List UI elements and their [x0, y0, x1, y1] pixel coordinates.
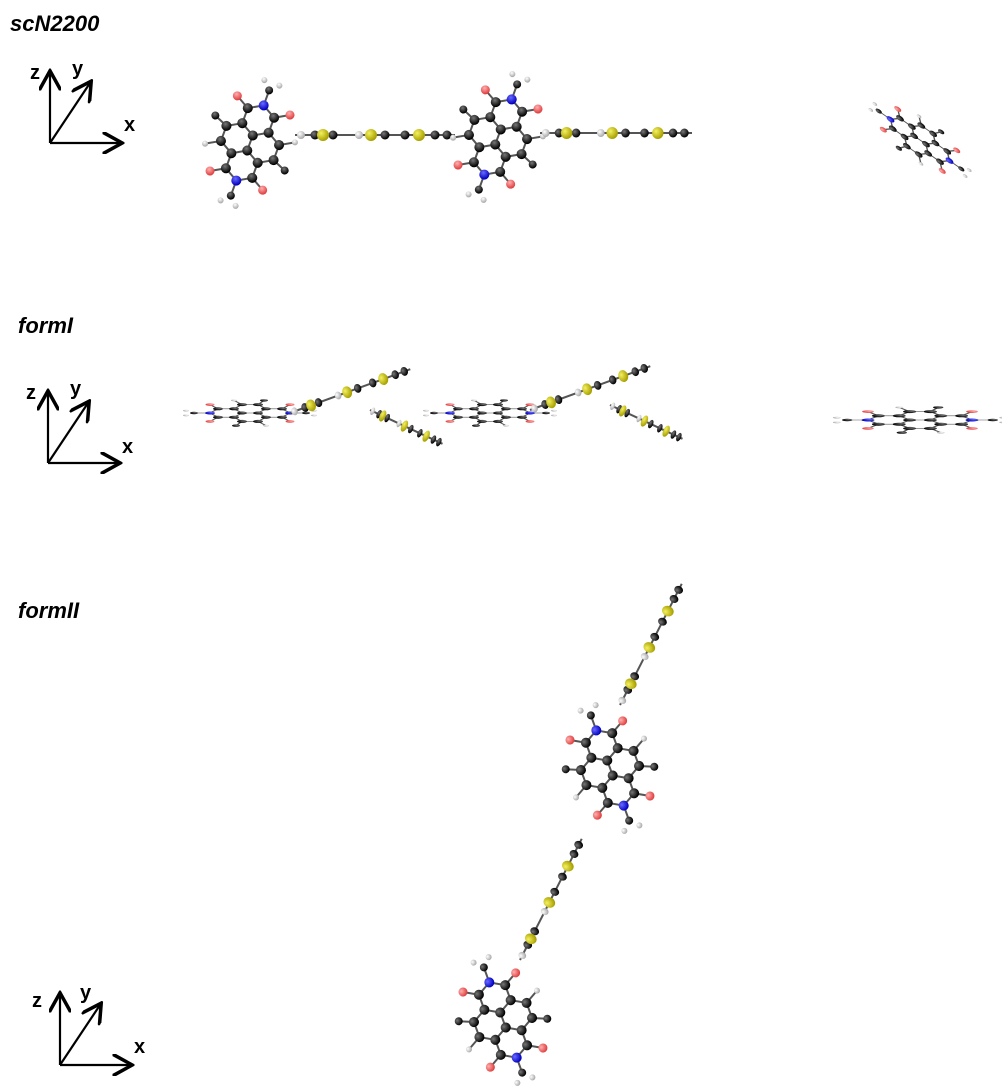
axis-label: x — [122, 436, 133, 458]
axis-label: y — [80, 982, 92, 1004]
axis-label: z — [30, 62, 40, 84]
axis-label: x — [124, 114, 135, 136]
axis-label: x — [134, 1036, 145, 1058]
figure: scN2200 z y x formI z y x formII z y x — [0, 0, 1002, 1086]
axis-label: z — [32, 990, 42, 1012]
molecule — [437, 581, 687, 1086]
axis-label: y — [72, 58, 84, 80]
panel-label: formI — [18, 313, 74, 338]
axis-label: z — [26, 382, 36, 404]
panel-label: scN2200 — [10, 11, 100, 36]
axis-label: y — [70, 378, 82, 400]
axes-icon: z y x — [30, 58, 135, 143]
molecule — [183, 361, 1002, 450]
axes-icon: z y x — [32, 982, 145, 1065]
axes-icon: z y x — [26, 378, 133, 463]
molecule — [184, 58, 981, 221]
panel-label: formII — [18, 598, 80, 623]
